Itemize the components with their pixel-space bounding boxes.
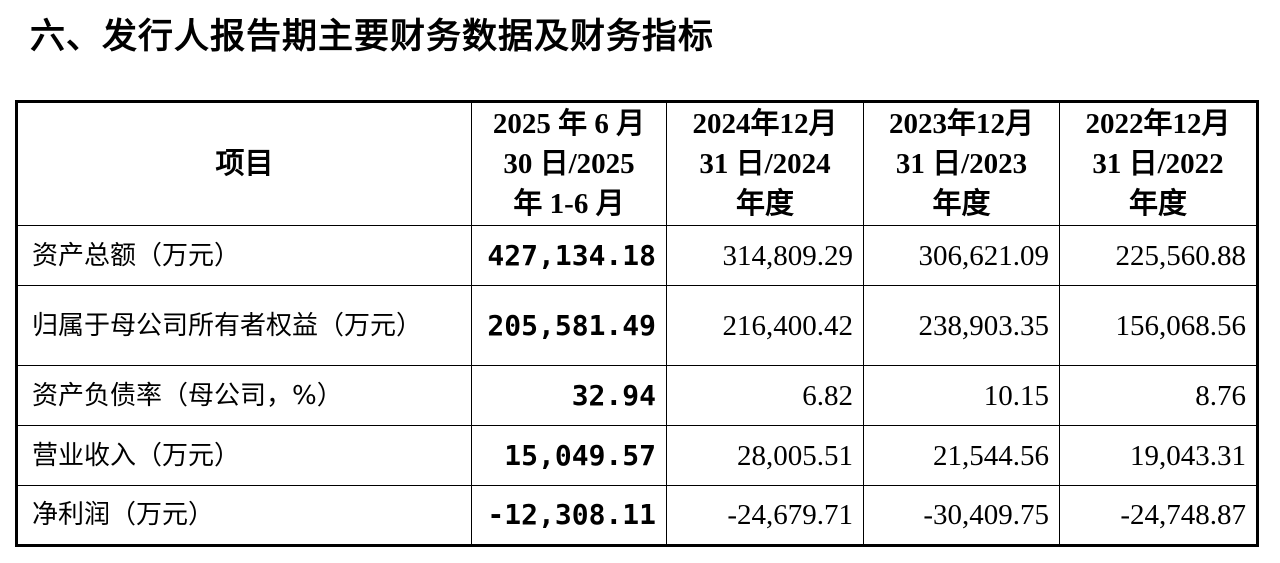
value-cell: 15,049.57	[471, 425, 667, 486]
value-cell: -30,409.75	[863, 485, 1060, 546]
header-cell: 项目	[16, 101, 472, 226]
data-row: 净利润（万元） -12,308.11 -24,679.71 -30,409.75 -24…	[16, 485, 1258, 546]
header-line: 31 日/2024	[699, 148, 831, 180]
row-label: 归属于母公司所有者权益（万元）	[16, 285, 472, 366]
value-cell: 28,005.51	[666, 425, 864, 486]
value-cell: 205,581.49	[471, 285, 667, 366]
title: 六、发行人报告期主要财务数据及财务指标	[30, 17, 715, 57]
table-head: 项目 2025 年 6 月 30 日/2025 年 1-6 月 2024年12月 31 日…	[16, 101, 1258, 226]
value-cell: 21,544.56	[863, 425, 1060, 486]
data-row: 资产负债率（母公司，%） 32.94 6.82 10.15 8.76	[16, 365, 1258, 426]
value-cell: 6.82	[666, 365, 864, 426]
header-row: 项目 2025 年 6 月 30 日/2025 年 1-6 月 2024年12月 31 日…	[16, 101, 1258, 226]
header-line: 年 1-6 月	[513, 188, 625, 220]
header-line: 30 日/2025	[503, 148, 635, 180]
value-cell: 216,400.42	[666, 285, 864, 366]
header-line: 2025 年 6 月	[492, 108, 646, 140]
row-label: 资产负债率（母公司，%）	[16, 365, 472, 426]
header-cell: 2023年12月 31 日/2023 年度	[863, 101, 1060, 226]
value-cell: 238,903.35	[863, 285, 1060, 366]
header-line: 2024年12月	[692, 108, 838, 140]
header-cell: 2024年12月 31 日/2024 年度	[666, 101, 864, 226]
value-cell: -24,748.87	[1059, 485, 1258, 546]
value-cell: 156,068.56	[1059, 285, 1258, 366]
value-cell: 32.94	[471, 365, 667, 426]
header-cell: 2022年12月 31 日/2022 年度	[1059, 101, 1258, 226]
data-row: 归属于母公司所有者权益（万元） 205,581.49 216,400.42 238,9…	[16, 285, 1258, 366]
value-cell: 19,043.31	[1059, 425, 1258, 486]
row-label: 净利润（万元）	[16, 485, 472, 546]
value-cell: 225,560.88	[1059, 225, 1258, 286]
header-line: 年度	[735, 188, 794, 220]
value-cell: 8.76	[1059, 365, 1258, 426]
header-line: 年度	[932, 188, 991, 220]
financial-table: 项目 2025 年 6 月 30 日/2025 年 1-6 月 2024年12月 31 日…	[15, 100, 1259, 547]
header-line: 年度	[1128, 188, 1187, 220]
value-cell: 427,134.18	[471, 225, 667, 286]
header-line: 项目	[215, 148, 274, 180]
value-cell: 306,621.09	[863, 225, 1060, 286]
header-line: 31 日/2022	[1092, 148, 1224, 180]
value-cell: -12,308.11	[471, 485, 667, 546]
header-line: 31 日/2023	[895, 148, 1028, 180]
row-label: 资产总额（万元）	[16, 225, 472, 286]
value-cell: 10.15	[863, 365, 1060, 426]
header-cell: 2025 年 6 月 30 日/2025 年 1-6 月	[471, 101, 667, 226]
header-line: 2023年12月	[888, 108, 1034, 140]
data-row: 资产总额（万元） 427,134.18 314,809.29 306,621.09 22…	[16, 225, 1258, 286]
row-label: 营业收入（万元）	[16, 425, 472, 486]
header-line: 2022年12月	[1085, 108, 1231, 140]
value-cell: -24,679.71	[666, 485, 864, 546]
data-row: 营业收入（万元） 15,049.57 28,005.51 21,544.56 19,04…	[16, 425, 1258, 486]
table-body: 资产总额（万元） 427,134.18 314,809.29 306,621.09 22…	[16, 225, 1258, 546]
value-cell: 314,809.29	[666, 225, 864, 286]
